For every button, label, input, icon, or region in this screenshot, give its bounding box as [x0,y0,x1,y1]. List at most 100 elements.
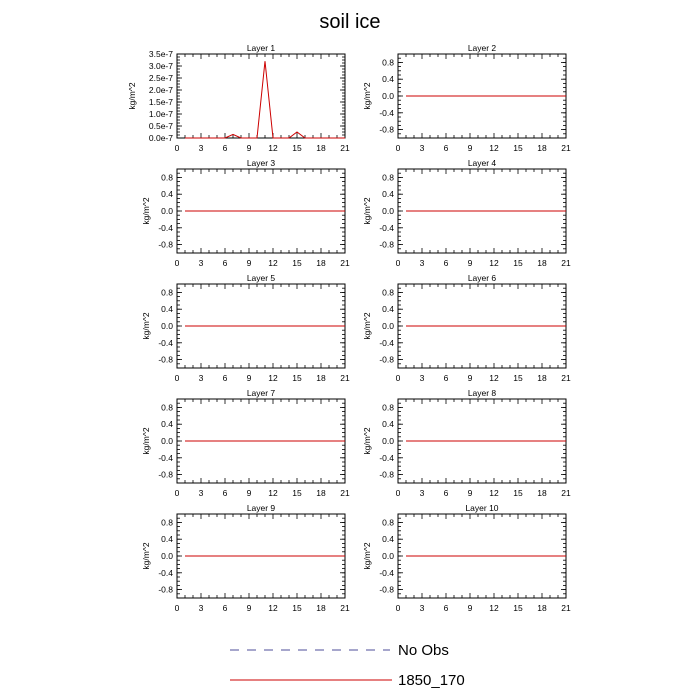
layer-6-xtick-label: 3 [420,373,425,383]
layer-6-ytick-label: -0.8 [379,355,394,365]
layer-3-ytick-label: 0.8 [161,172,173,182]
layer-10-ytick-label: -0.8 [379,585,394,595]
layer-3-xtick-label: 12 [268,258,278,268]
layer-6-xtick-label: 9 [468,373,473,383]
layer-4-xtick-label: 15 [513,258,523,268]
layer-1-xtick-label: 0 [175,143,180,153]
layer-3-xtick-label: 0 [175,258,180,268]
layer-3-xtick-label: 21 [340,258,350,268]
layer-1-xtick-label: 3 [199,143,204,153]
layer-5-ytick-label: -0.4 [158,338,173,348]
layer-2-ylabel: kg/m^2 [362,82,372,109]
layer-7-xtick-label: 18 [316,488,326,498]
layer-6-ytick-label: 0.4 [382,304,394,314]
layer-8-xtick-label: 3 [420,488,425,498]
layer-1-ytick-label: 2.0e-7 [149,85,173,95]
layer-1-xtick-label: 12 [268,143,278,153]
layer-9-xtick-label: 15 [292,603,302,613]
layer-3-ytick-label: -0.4 [158,223,173,233]
layer-2-xtick-label: 3 [420,143,425,153]
layer-8-xtick-label: 12 [489,488,499,498]
panel-layer-1: Layer 1 0 3 6 9 12 15 18 21 3.5e-7 3.0e-7 2.5e-7 2.0… [127,43,350,153]
layer-5-title: Layer 5 [247,273,276,283]
layer-8-xtick-label: 0 [396,488,401,498]
layer-3-ylabel: kg/m^2 [141,197,151,224]
layer-5-ylabel: kg/m^2 [141,312,151,339]
layer-6-ytick-label: 0.0 [382,321,394,331]
layer-3-xtick-label: 9 [247,258,252,268]
layer-10-xtick-label: 21 [561,603,571,613]
layer-3-xtick-label: 3 [199,258,204,268]
layer-1-ytick-label: 0.5e-7 [149,121,173,131]
layer-5-xtick-label: 18 [316,373,326,383]
layer-4-ytick-label: 0.4 [382,189,394,199]
layer-10-ylabel: kg/m^2 [362,542,372,569]
panel-layer-10: Layer 10 0 3 6 9 12 15 18 21 0.8 0.4 0.0 -0.4 -0.8 kg/… [362,503,571,613]
layer-2-title: Layer 2 [468,43,497,53]
layer-2-ytick-label: 0.4 [382,74,394,84]
layer-1-ylabel: kg/m^2 [127,82,137,109]
layer-7-ytick-label: -0.8 [158,470,173,480]
layer-8-xtick-label: 9 [468,488,473,498]
layer-7-title: Layer 7 [247,388,276,398]
legend: No Obs 1850_170 [230,642,465,689]
layer-5-xtick-label: 9 [247,373,252,383]
layer-3-xtick-label: 6 [223,258,228,268]
layer-10-xtick-label: 6 [444,603,449,613]
layer-9-ytick-label: -0.8 [158,585,173,595]
layer-7-xtick-label: 6 [223,488,228,498]
layer-9-xtick-label: 3 [199,603,204,613]
layer-5-xtick-label: 12 [268,373,278,383]
layer-10-xtick-label: 0 [396,603,401,613]
layer-4-xtick-label: 12 [489,258,499,268]
layer-8-ytick-label: -0.8 [379,470,394,480]
layer-5-xtick-label: 6 [223,373,228,383]
layer-8-xtick-label: 21 [561,488,571,498]
layer-6-ytick-label: -0.4 [379,338,394,348]
panel-layer-8: Layer 8 0 3 6 9 12 15 18 21 0.8 0.4 0.0 -0.4 -0.8 kg/m… [362,388,571,498]
layer-2-xtick-label: 0 [396,143,401,153]
layer-5-ytick-label: 0.8 [161,287,173,297]
layer-5-ytick-label: 0.4 [161,304,173,314]
panel-layer-5: Layer 5 0 3 6 9 12 15 18 21 0.8 0.4 0.0 -0.4 -0.8 kg/m… [141,273,350,383]
layer-8-title: Layer 8 [468,388,497,398]
layer-4-ytick-label: -0.4 [379,223,394,233]
layer-1-ytick-label: 1.0e-7 [149,109,173,119]
layer-1-ytick-label: 1.5e-7 [149,97,173,107]
layer-4-title: Layer 4 [468,158,497,168]
layer-4-ytick-label: 0.0 [382,206,394,216]
panel-layer-4: Layer 4 0 3 6 9 12 15 18 21 0.8 0.4 0.0 -0.4 -0.8 kg/m… [362,158,571,268]
layer-9-ytick-label: 0.8 [161,517,173,527]
layer-1-xtick-label: 21 [340,143,350,153]
layer-2-xtick-label: 21 [561,143,571,153]
layer-10-xtick-label: 12 [489,603,499,613]
layer-4-xtick-label: 6 [444,258,449,268]
layer-7-ylabel: kg/m^2 [141,427,151,454]
layer-9-ytick-label: -0.4 [158,568,173,578]
panel-layer-6: Layer 6 0 3 6 9 12 15 18 21 0.8 0.4 0.0 -0.4 -0.8 kg/m… [362,273,571,383]
layer-9-title: Layer 9 [247,503,276,513]
layer-5-ytick-label: -0.8 [158,355,173,365]
panel-layer-7: Layer 7 0 3 6 9 12 15 18 21 0.8 0.4 0.0 -0.4 -0.8 kg/m… [141,388,350,498]
layer-1-ytick-label: 3.0e-7 [149,61,173,71]
layer-8-ytick-label: 0.0 [382,436,394,446]
layer-7-xtick-label: 21 [340,488,350,498]
layer-8-xtick-label: 15 [513,488,523,498]
layer-1-xtick-label: 9 [247,143,252,153]
layer-9-ylabel: kg/m^2 [141,542,151,569]
layer-4-ytick-label: 0.8 [382,172,394,182]
layer-7-ytick-label: -0.4 [158,453,173,463]
layer-6-xtick-label: 15 [513,373,523,383]
layer-5-xtick-label: 3 [199,373,204,383]
layer-10-ytick-label: 0.4 [382,534,394,544]
layer-6-ylabel: kg/m^2 [362,312,372,339]
layer-6-xtick-label: 6 [444,373,449,383]
layer-4-ylabel: kg/m^2 [362,197,372,224]
layer-10-xtick-label: 3 [420,603,425,613]
layer-6-xtick-label: 12 [489,373,499,383]
layer-4-ytick-label: -0.8 [379,240,394,250]
layer-9-xtick-label: 6 [223,603,228,613]
layer-1-xtick-label: 6 [223,143,228,153]
layer-10-xtick-label: 18 [537,603,547,613]
layer-8-ytick-label: -0.4 [379,453,394,463]
